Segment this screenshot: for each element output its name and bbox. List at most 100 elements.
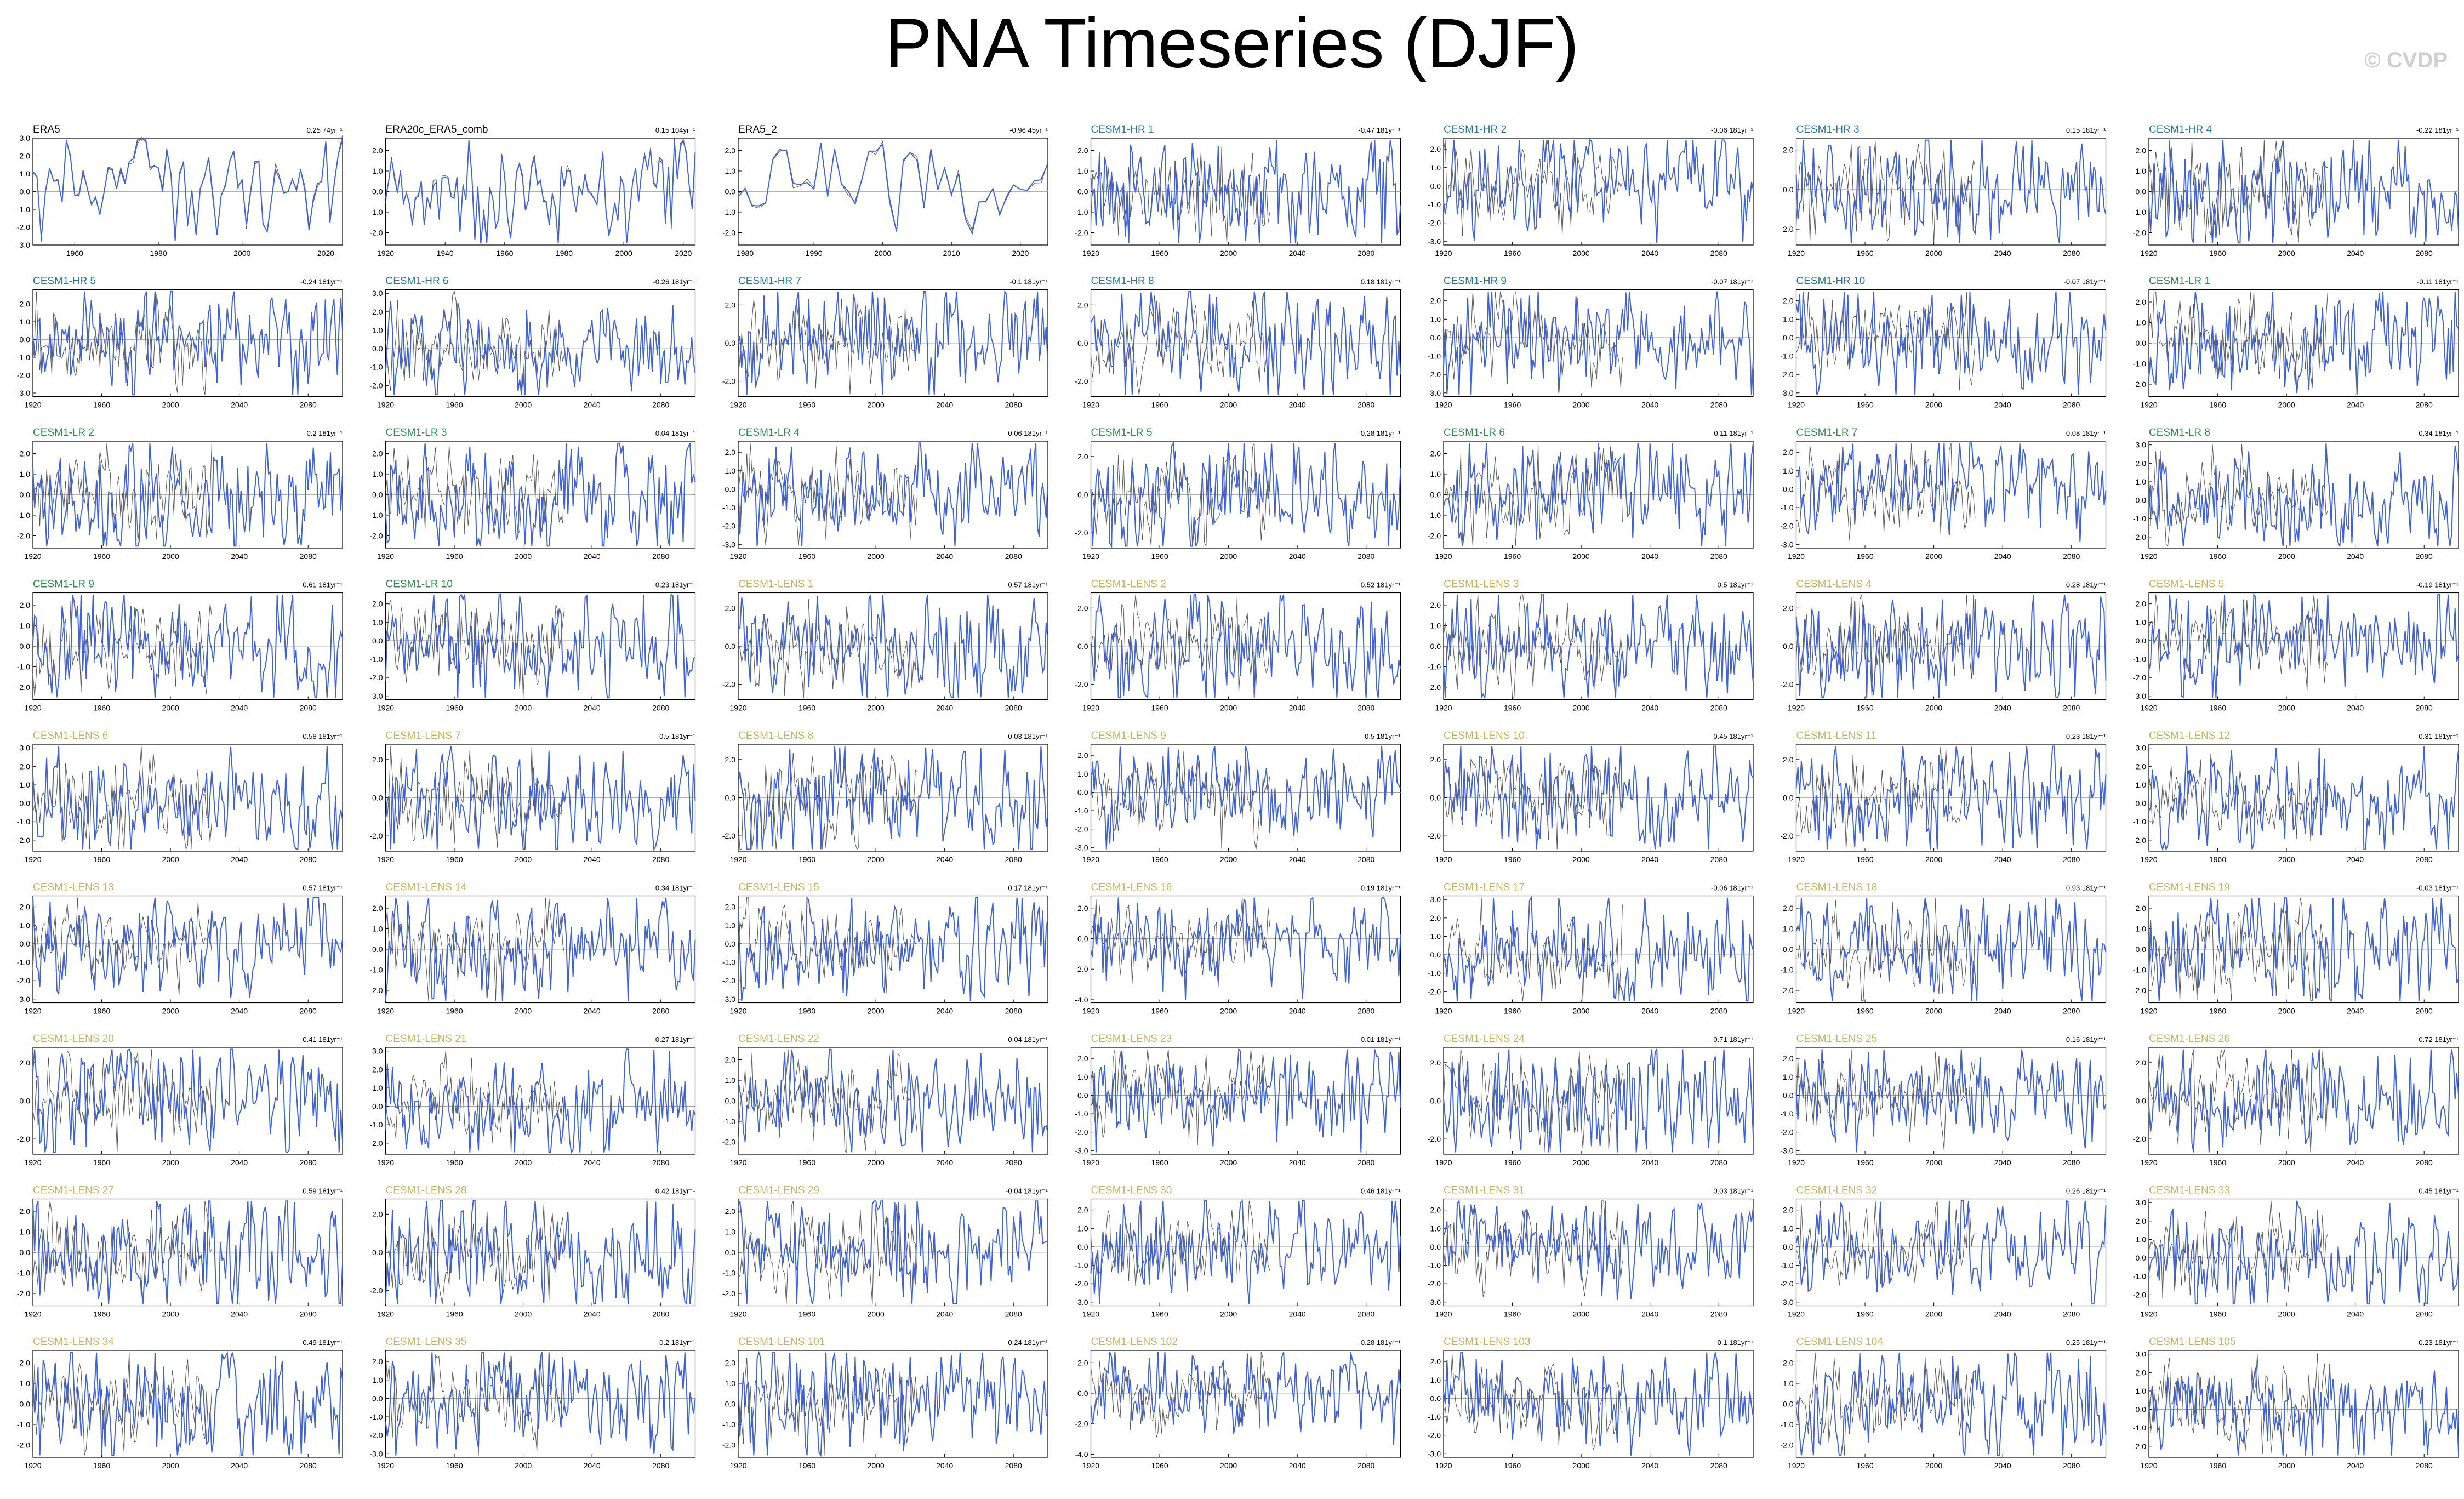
panel-59: CESM1-LENS 101 0.24 181yr⁻¹ 2.0 1.0 0.0 -1.0 -… (722, 1336, 1048, 1470)
panel-trend: 0.11 181yr⁻¹ (1714, 429, 1753, 437)
y-tick-label: 0.0 (1430, 1097, 1441, 1105)
y-tick-label: 1.0 (372, 470, 383, 478)
y-tick-label: 0.0 (20, 491, 31, 499)
x-tick-label: 2040 (231, 1007, 248, 1016)
y-tick-label: 2.0 (1430, 145, 1441, 153)
y-tick-label: 2.0 (2136, 904, 2147, 913)
y-tick-label: -2.0 (17, 976, 30, 985)
y-tick-label: 0.0 (20, 642, 31, 651)
x-tick-label: 1920 (1435, 1461, 1452, 1470)
x-tick-label: 1920 (1082, 1158, 1099, 1167)
x-tick-label: 1980 (556, 249, 573, 258)
panel-trend: 0.41 181yr⁻¹ (303, 1035, 343, 1044)
y-tick-label: 2.0 (2136, 1368, 2147, 1377)
panel-14: CESM1-LR 1 -0.11 181yr⁻¹ 2.0 1.0 0.0 -1.0 -2.0… (2133, 276, 2459, 409)
panel-23: CESM1-LR 10 0.23 181yr⁻¹ 2.0 1.0 0.0 -1.0 -2.0… (369, 579, 696, 713)
x-tick-label: 2000 (1573, 855, 1590, 864)
x-tick-label: 2040 (584, 704, 601, 713)
x-tick-label: 1920 (2140, 401, 2157, 409)
y-tick-label: -2.0 (1075, 1128, 1088, 1137)
y-tick-label: -2.0 (722, 831, 735, 840)
x-tick-label: 2080 (1005, 855, 1022, 864)
panel-frame (2148, 441, 2459, 549)
x-tick-label: 2000 (1925, 552, 1942, 561)
x-tick-label: 2040 (1641, 855, 1658, 864)
x-tick-label: 1960 (1856, 1158, 1873, 1167)
x-tick-label: 1920 (24, 401, 41, 409)
y-tick-label: 0.0 (1783, 1400, 1794, 1409)
x-tick-label: 2020 (1012, 249, 1029, 258)
y-tick-label: 1.0 (372, 326, 383, 334)
x-tick-label: 2000 (162, 704, 179, 713)
y-tick-label: 2.0 (372, 449, 383, 458)
series-line (2148, 746, 2459, 852)
panel-38: CESM1-LENS 15 0.17 181yr⁻¹ 2.0 1.0 0.0 -1.0 -2… (722, 882, 1048, 1016)
y-tick-label: -2.0 (722, 522, 735, 531)
y-tick-label: 1.0 (1430, 932, 1441, 941)
x-tick-label: 2080 (652, 704, 669, 713)
y-tick-label: -3.0 (1075, 1146, 1088, 1155)
x-tick-label: 2000 (1925, 855, 1942, 864)
y-tick-label: -3.0 (369, 692, 383, 700)
x-tick-label: 1920 (2140, 1007, 2157, 1016)
panel-title: CESM1-LENS 102 (1091, 1336, 1178, 1348)
x-tick-label: 1920 (1788, 1461, 1805, 1470)
x-tick-label: 2040 (1641, 1461, 1658, 1470)
x-tick-label: 2000 (1220, 552, 1237, 561)
series-line (32, 139, 343, 241)
y-tick-label: -1.0 (17, 1269, 30, 1278)
x-tick-label: 2040 (584, 855, 601, 864)
y-tick-label: 2.0 (1783, 1054, 1794, 1063)
y-tick-label: -1.0 (1428, 1261, 1441, 1270)
panel-44: CESM1-LENS 21 0.27 181yr⁻¹ 3.0 2.0 1.0 0.0 -1.… (369, 1033, 696, 1167)
panel-19: CESM1-LR 6 0.11 181yr⁻¹ 2.0 1.0 0.0 -1.0 -2.0 1… (1428, 427, 1754, 561)
panel-title: CESM1-LENS 6 (33, 730, 108, 742)
panel-title: ERA5_2 (738, 124, 777, 135)
x-tick-label: 2080 (2063, 249, 2080, 258)
x-tick-label: 2040 (231, 1158, 248, 1167)
series-line (1795, 1200, 2107, 1305)
panel-frame (1443, 289, 1754, 397)
y-tick-label: 1.0 (1783, 1073, 1794, 1081)
y-tick-label: -2.0 (1075, 680, 1088, 689)
y-tick-label: 1.0 (1430, 1224, 1441, 1233)
x-tick-label: 2000 (868, 1461, 885, 1470)
y-tick-label: 1.0 (20, 169, 31, 178)
x-tick-label: 1960 (93, 1461, 110, 1470)
y-tick-label: -2.0 (17, 1289, 30, 1298)
x-tick-label: 2080 (2416, 552, 2433, 561)
x-tick-label: 2080 (652, 1007, 669, 1016)
y-tick-label: 0.0 (1077, 934, 1088, 943)
panel-title: CESM1-LENS 103 (1444, 1336, 1530, 1348)
panel-trend: 0.31 181yr⁻¹ (2419, 732, 2459, 740)
x-tick-label: 1920 (2140, 1158, 2157, 1167)
y-tick-label: -1.0 (17, 353, 30, 362)
series-line (1795, 139, 2107, 243)
x-tick-label: 2080 (2063, 552, 2080, 561)
x-tick-label: 1960 (798, 704, 815, 713)
panel-frame (1443, 1198, 1754, 1307)
y-tick-label: 3.0 (2136, 1350, 2147, 1359)
x-tick-label: 2000 (162, 1007, 179, 1016)
x-tick-label: 2040 (1641, 401, 1658, 409)
x-tick-label: 2080 (2063, 855, 2080, 864)
obs-series-line (1443, 290, 1623, 388)
y-tick-label: 1.0 (2136, 925, 2147, 933)
panel-trend: -0.22 181yr⁻¹ (2416, 126, 2459, 134)
x-tick-label: 2000 (868, 552, 885, 561)
obs-series-line (2148, 753, 2328, 845)
x-tick-label: 2000 (1925, 401, 1942, 409)
y-tick-label: 0.0 (20, 939, 31, 948)
x-tick-label: 1960 (2209, 855, 2226, 864)
panel-32: CESM1-LENS 9 0.5 181yr⁻¹ 2.0 1.0 0.0 -1.0 -2.0… (1075, 730, 1401, 864)
y-tick-label: -2.0 (2133, 1135, 2146, 1143)
y-tick-label: -2.0 (722, 1441, 735, 1450)
y-tick-label: -1.0 (722, 1117, 735, 1126)
x-tick-label: 2080 (652, 552, 669, 561)
obs-series-line (1443, 1200, 1623, 1297)
x-tick-label: 1960 (1151, 1007, 1168, 1016)
panel-title: CESM1-LENS 12 (2149, 730, 2230, 742)
panel-47: CESM1-LENS 24 0.71 181yr⁻¹ 2.0 0.0 -2.0 1920 1… (1428, 1033, 1754, 1167)
x-tick-label: 2040 (1994, 1158, 2011, 1167)
x-tick-label: 2040 (2347, 1310, 2364, 1319)
